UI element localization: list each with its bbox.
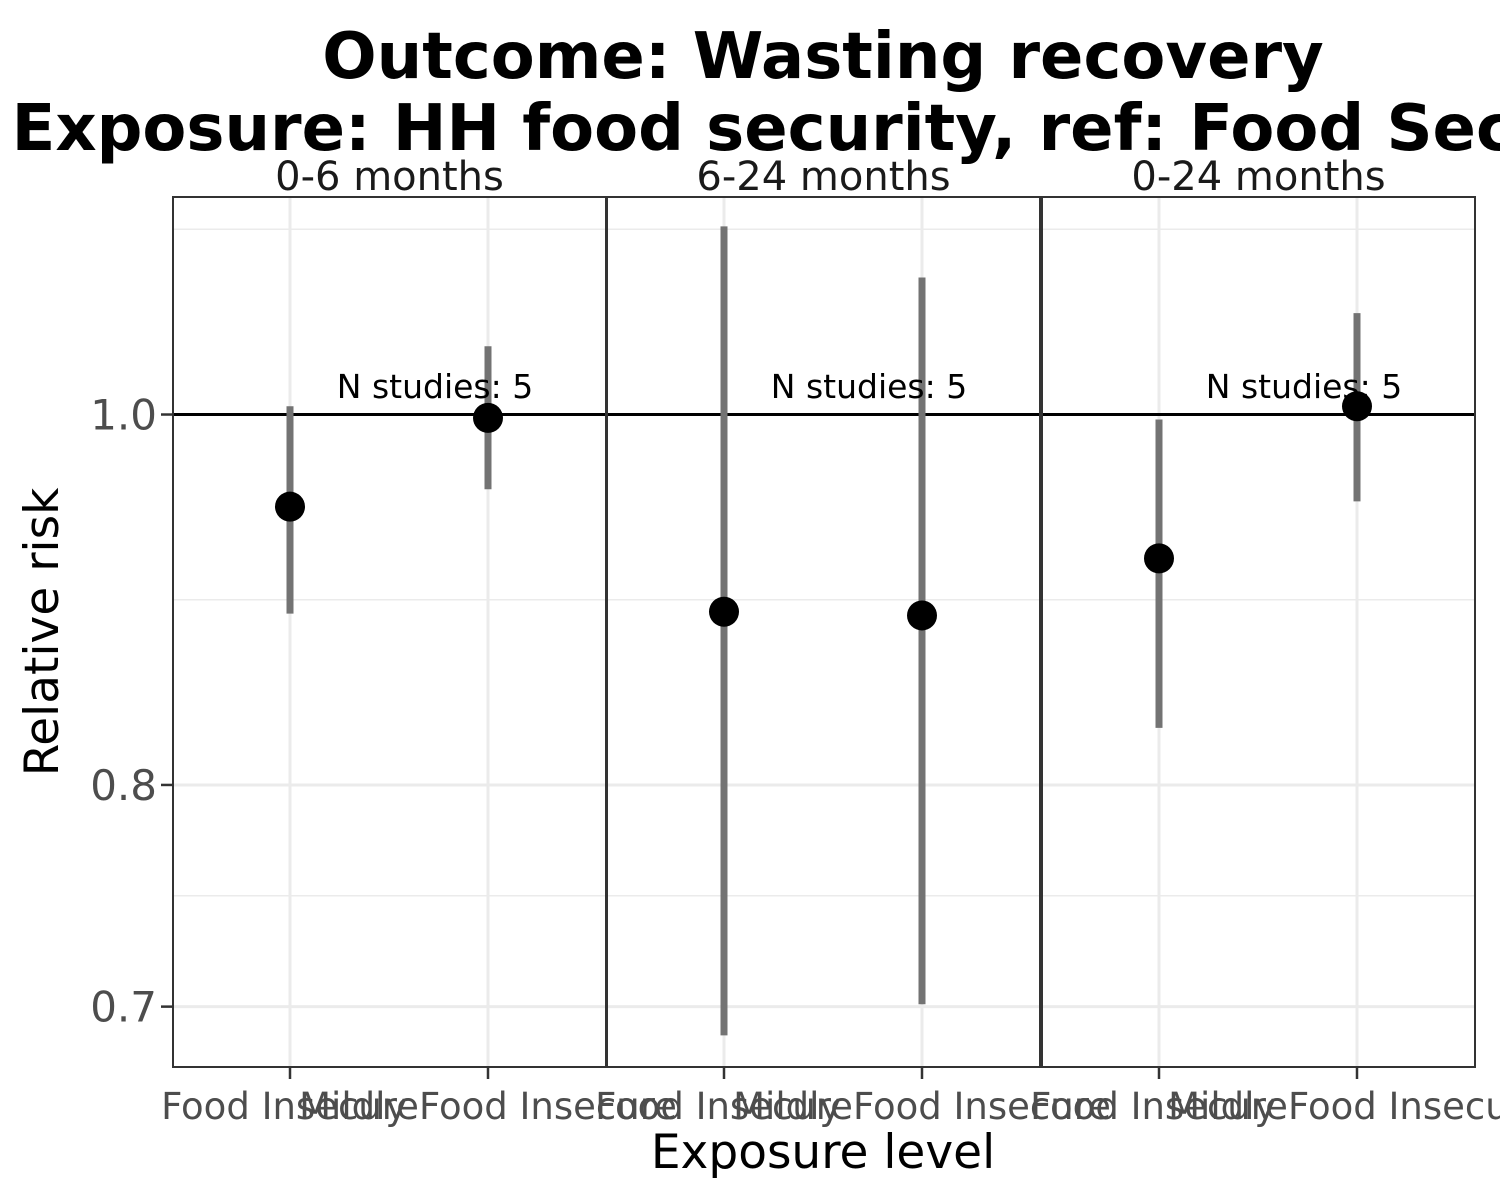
point-estimate — [709, 596, 739, 627]
x-tick-label: Mildly Food Insecure — [1168, 1085, 1500, 1128]
point-estimate — [907, 600, 937, 631]
panel-background — [173, 197, 606, 1067]
y-tick-label: 0.8 — [90, 761, 157, 810]
x-tick-label: Mildly Food Insecure — [299, 1085, 677, 1128]
chart-title-line-2: Exposure: HH food security, ref: Food Se… — [12, 92, 1500, 166]
panel-0-24-months: N studies: 5 0-24 months Food InsecureMild… — [1030, 154, 1500, 1128]
y-axis-title: Relative risk — [15, 487, 70, 776]
chart-title-line-1: Outcome: Wasting recovery — [322, 20, 1324, 94]
facet-strip-label: 6-24 months — [696, 154, 950, 200]
panel-6-24-months: N studies: 5 6-24 months Food InsecureMild… — [595, 154, 1111, 1128]
x-axis-title: Exposure level — [651, 1125, 995, 1180]
point-estimate — [1144, 543, 1174, 574]
panel-background — [607, 197, 1040, 1067]
y-tick-label: 1.0 — [90, 391, 157, 440]
n-studies-label: N studies: 5 — [771, 367, 967, 406]
y-axis: 0.7 0.8 1.0 — [90, 391, 173, 1032]
facet-strip-label: 0-6 months — [275, 154, 504, 200]
point-estimate — [1342, 391, 1372, 422]
point-estimate — [473, 402, 503, 433]
panel-background — [1042, 197, 1475, 1067]
n-studies-label: N studies: 5 — [1206, 367, 1402, 406]
facet-strip-label: 0-24 months — [1131, 154, 1385, 200]
x-tick-label: Food Insecure — [1030, 1085, 1288, 1128]
x-tick-label: Food Insecure — [595, 1085, 853, 1128]
panel-border — [606, 196, 1041, 1068]
point-estimate — [275, 491, 305, 522]
y-tick-label: 0.7 — [90, 983, 157, 1032]
panel-0-6-months: N studies: 5 0-6 months Food InsecureMildl… — [161, 154, 677, 1128]
panel-border — [1041, 196, 1476, 1068]
x-tick-label: Mildly Food Insecure — [733, 1085, 1111, 1128]
x-tick-label: Food Insecure — [161, 1085, 419, 1128]
n-studies-label: N studies: 5 — [337, 367, 533, 406]
